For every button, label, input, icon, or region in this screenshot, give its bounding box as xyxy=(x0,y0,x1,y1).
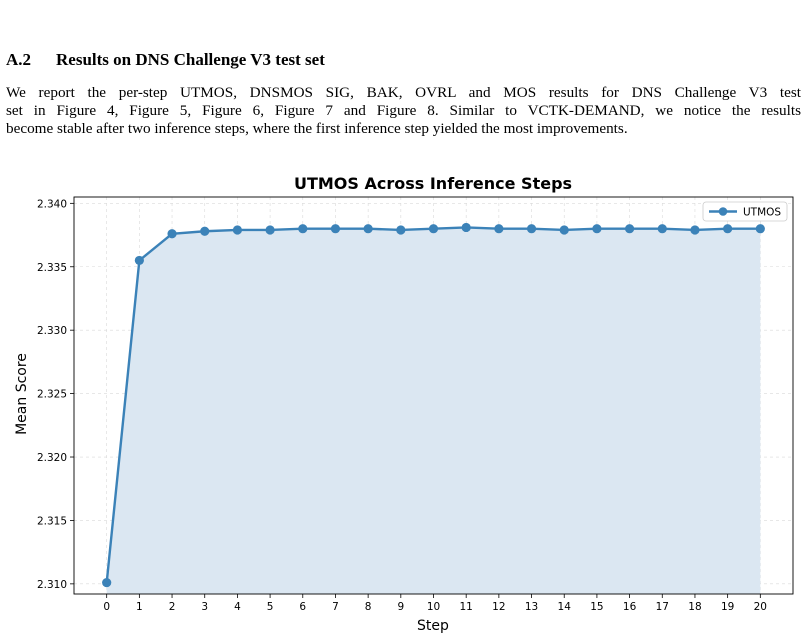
data-point xyxy=(265,225,275,235)
y-tick-label: 2.330 xyxy=(37,325,67,337)
legend-marker xyxy=(718,207,728,216)
section-heading: A.2 Results on DNS Challenge V3 test set xyxy=(6,50,325,70)
y-tick-label: 2.340 xyxy=(37,198,67,210)
x-tick-label: 19 xyxy=(721,601,734,613)
x-tick-label: 7 xyxy=(332,601,339,613)
data-point xyxy=(657,224,667,234)
data-point xyxy=(690,225,700,235)
data-point xyxy=(526,224,537,234)
x-tick-label: 14 xyxy=(558,601,572,613)
paragraph-line: become stable after two inference steps,… xyxy=(6,120,628,137)
data-point xyxy=(102,577,112,588)
data-point xyxy=(232,225,243,235)
x-axis-label: Step xyxy=(417,618,449,634)
x-tick-label: 3 xyxy=(201,601,208,613)
x-tick-label: 15 xyxy=(590,601,603,613)
data-point xyxy=(330,224,341,234)
y-axis-label: Mean Score xyxy=(14,353,30,435)
data-point xyxy=(363,224,373,234)
y-tick-label: 2.310 xyxy=(37,579,67,591)
data-point xyxy=(755,224,765,234)
legend: UTMOS xyxy=(702,201,788,222)
series-area-fill xyxy=(106,227,761,594)
x-tick-label: 1 xyxy=(136,601,143,613)
data-point xyxy=(461,222,471,233)
data-point xyxy=(723,224,733,234)
legend-label-utmos: UTMOS xyxy=(743,207,781,219)
section-title: Results on DNS Challenge V3 test set xyxy=(56,50,325,69)
x-tick-label: 11 xyxy=(459,601,472,613)
legend-box xyxy=(702,201,788,222)
data-point xyxy=(559,225,569,235)
data-point xyxy=(134,255,144,266)
x-tick-label: 4 xyxy=(234,601,241,613)
chart-title: UTMOS Across Inference Steps xyxy=(294,174,572,193)
data-point xyxy=(428,224,439,234)
data-point xyxy=(298,224,308,234)
data-point xyxy=(200,226,210,236)
y-tick-label: 2.315 xyxy=(37,515,67,527)
data-point xyxy=(396,225,406,235)
x-tick-label: 2 xyxy=(169,601,176,613)
x-tick-label: 18 xyxy=(688,601,701,613)
paragraph-line: set in Figure 4, Figure 5, Figure 6, Fig… xyxy=(6,102,801,119)
data-point xyxy=(592,224,602,234)
x-tick-label: 17 xyxy=(656,601,669,613)
x-tick-label: 8 xyxy=(365,601,372,613)
x-tick-label: 20 xyxy=(754,601,767,613)
axis-ticks: 0 1 2 3 4 5 6 7 8 9 10 11 12 13 14 15 16 17 18 19 202.3102.3… xyxy=(37,198,767,613)
x-tick-label: 0 xyxy=(103,601,110,613)
x-tick-label: 5 xyxy=(267,601,274,613)
body-paragraph: We report the per-step UTMOS, DNSMOS SIG… xyxy=(6,84,801,138)
series-points xyxy=(102,222,765,588)
data-point xyxy=(624,224,635,234)
paragraph-line: We report the per-step UTMOS, DNSMOS SIG… xyxy=(6,84,801,101)
y-tick-label: 2.320 xyxy=(37,452,67,464)
section-number: A.2 xyxy=(6,50,32,69)
y-tick-label: 2.325 xyxy=(37,389,67,401)
x-tick-label: 6 xyxy=(299,601,306,613)
data-point xyxy=(494,224,504,234)
y-tick-label: 2.335 xyxy=(37,262,67,274)
x-tick-label: 13 xyxy=(525,601,538,613)
x-tick-label: 10 xyxy=(427,601,440,613)
x-tick-label: 12 xyxy=(492,601,505,613)
x-tick-label: 16 xyxy=(623,601,637,613)
x-tick-label: 9 xyxy=(397,601,404,613)
data-point xyxy=(167,229,177,239)
